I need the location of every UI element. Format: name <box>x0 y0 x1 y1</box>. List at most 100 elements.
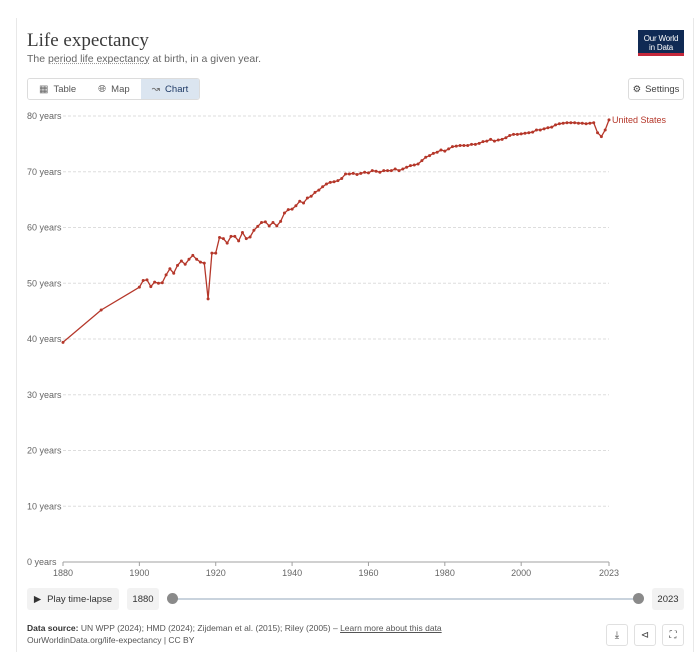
tab-map[interactable]: 🌐︎ Map <box>87 79 141 99</box>
play-label: Play time-lapse <box>47 593 113 605</box>
data-point <box>592 121 596 125</box>
data-point <box>260 220 264 224</box>
gear-icon: ⚙ <box>632 83 642 95</box>
subtitle-suffix: at birth, in a given year. <box>149 53 262 65</box>
data-point <box>359 171 363 175</box>
data-point <box>61 340 65 344</box>
data-point <box>466 144 470 148</box>
data-point <box>397 169 401 173</box>
fullscreen-button[interactable]: ⛶ <box>662 624 684 646</box>
source-text: UN WPP (2024); HMD (2024); Zijdeman et a… <box>78 623 341 633</box>
download-button[interactable]: ⤓ <box>606 624 628 646</box>
data-point <box>99 308 103 312</box>
data-point <box>523 131 527 135</box>
data-point <box>416 162 420 166</box>
data-point <box>149 285 153 289</box>
y-tick-label: 50 years <box>27 278 62 288</box>
y-tick-label: 80 years <box>27 111 62 121</box>
data-point <box>420 159 424 163</box>
tab-table[interactable]: ▦ Table <box>28 79 88 99</box>
url-line[interactable]: OurWorldinData.org/life-expectancy | CC … <box>27 635 195 645</box>
data-point <box>321 185 325 189</box>
data-point <box>412 163 416 167</box>
data-point <box>550 125 554 129</box>
data-point <box>172 271 176 275</box>
data-point <box>496 138 500 142</box>
timeline-start-handle[interactable] <box>167 593 178 604</box>
data-point <box>554 123 558 127</box>
source-line: Data source: UN WPP (2024); HMD (2024); … <box>27 622 442 634</box>
x-tick-label: 1920 <box>206 568 226 578</box>
subtitle-link[interactable]: period life expectancy <box>48 53 150 65</box>
data-point <box>489 137 493 141</box>
data-point <box>244 237 248 241</box>
data-point <box>378 170 382 174</box>
data-point <box>405 165 409 169</box>
footer: Data source: UN WPP (2024); HMD (2024); … <box>27 622 442 646</box>
data-point <box>168 267 172 271</box>
data-point <box>596 131 600 135</box>
data-point <box>431 151 435 155</box>
data-point <box>336 179 340 183</box>
tab-chart-label: Chart <box>165 83 189 95</box>
timeline-track[interactable] <box>172 598 638 600</box>
data-point <box>439 148 443 152</box>
data-point <box>515 132 519 136</box>
data-point <box>263 220 267 224</box>
y-tick-label: 0 years <box>27 557 57 567</box>
data-point <box>179 259 183 263</box>
data-point <box>145 278 149 282</box>
data-point <box>370 169 374 173</box>
data-point <box>282 211 286 215</box>
data-point <box>565 121 569 125</box>
data-point <box>393 167 397 171</box>
end-year-box[interactable]: 2023 <box>652 588 684 610</box>
data-point <box>237 239 241 243</box>
data-point <box>160 281 164 285</box>
data-point <box>324 182 328 186</box>
data-point <box>389 169 393 173</box>
play-timelapse-button[interactable]: ▶ Play time-lapse <box>27 588 119 610</box>
x-tick-label: 1960 <box>358 568 378 578</box>
settings-button[interactable]: ⚙ Settings <box>628 78 684 100</box>
tab-chart[interactable]: ↝ Chart <box>140 79 200 99</box>
data-point <box>492 139 496 143</box>
data-point <box>344 172 348 176</box>
chart-title: Life expectancy <box>27 30 149 51</box>
data-point <box>305 196 309 200</box>
data-point <box>527 131 531 135</box>
data-point <box>481 140 485 144</box>
data-point <box>233 234 237 238</box>
table-icon: ▦ <box>39 83 49 95</box>
data-point <box>576 121 580 125</box>
data-point <box>500 137 504 141</box>
data-point <box>195 257 199 261</box>
data-point <box>214 251 218 255</box>
data-point <box>428 154 432 158</box>
share-button[interactable]: ⊲ <box>634 624 656 646</box>
data-point <box>408 164 412 168</box>
data-point <box>531 130 535 134</box>
data-point <box>504 136 508 140</box>
data-point <box>424 155 428 159</box>
data-point <box>137 285 141 289</box>
data-point <box>141 278 145 282</box>
data-point <box>443 149 447 153</box>
data-point <box>557 122 561 126</box>
data-point <box>240 231 244 235</box>
start-year-box[interactable]: 1880 <box>127 588 159 610</box>
owid-logo[interactable]: Our World in Data <box>638 30 684 56</box>
data-point <box>374 169 378 173</box>
timeline-end-handle[interactable] <box>633 593 644 604</box>
learn-more-link[interactable]: Learn more about this data <box>340 623 442 633</box>
data-point <box>458 144 462 148</box>
y-tick-label: 10 years <box>27 501 62 511</box>
globe-icon: 🌐︎ <box>98 83 107 95</box>
data-point <box>218 236 222 240</box>
logo-line1: Our World <box>643 34 679 43</box>
chart-frame <box>16 18 694 652</box>
data-point <box>229 234 233 238</box>
x-tick-label: 2000 <box>511 568 531 578</box>
data-point <box>573 121 577 125</box>
